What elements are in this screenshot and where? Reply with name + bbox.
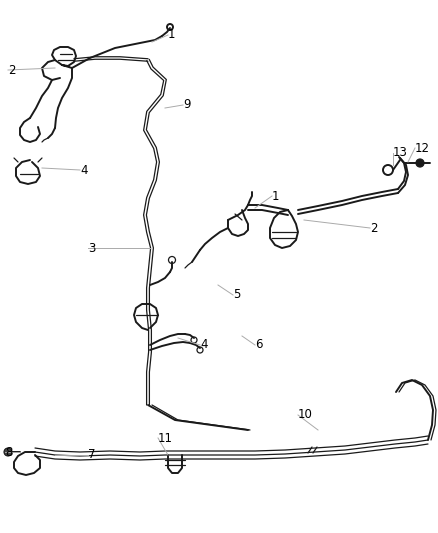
Text: 3: 3 [88, 241, 95, 254]
Circle shape [4, 448, 12, 456]
Text: 1: 1 [168, 28, 176, 42]
Text: 10: 10 [298, 408, 313, 422]
Circle shape [416, 159, 424, 167]
Text: 7: 7 [88, 448, 95, 462]
Text: 2: 2 [370, 222, 378, 235]
Text: 13: 13 [393, 147, 408, 159]
Text: 4: 4 [200, 338, 208, 351]
Text: 11: 11 [158, 432, 173, 445]
Text: 8: 8 [5, 446, 12, 458]
Text: 6: 6 [255, 338, 262, 351]
Text: 4: 4 [80, 164, 88, 176]
Text: 12: 12 [415, 141, 430, 155]
Text: 9: 9 [183, 99, 191, 111]
Text: 5: 5 [233, 288, 240, 302]
Text: 1: 1 [272, 190, 279, 203]
Text: 2: 2 [8, 63, 15, 77]
